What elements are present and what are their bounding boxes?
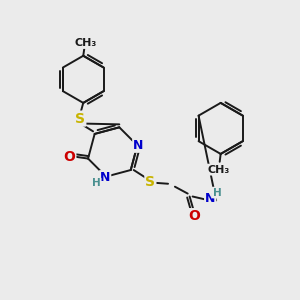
Text: H: H — [213, 188, 221, 198]
Text: N: N — [100, 171, 110, 184]
Text: N: N — [205, 192, 215, 205]
Text: S: S — [75, 112, 85, 126]
Text: S: S — [146, 175, 155, 189]
Text: O: O — [64, 150, 75, 164]
Text: O: O — [189, 209, 200, 223]
Text: N: N — [133, 139, 143, 152]
Text: H: H — [92, 178, 101, 188]
Text: CH₃: CH₃ — [74, 38, 96, 48]
Text: CH₃: CH₃ — [208, 165, 230, 175]
